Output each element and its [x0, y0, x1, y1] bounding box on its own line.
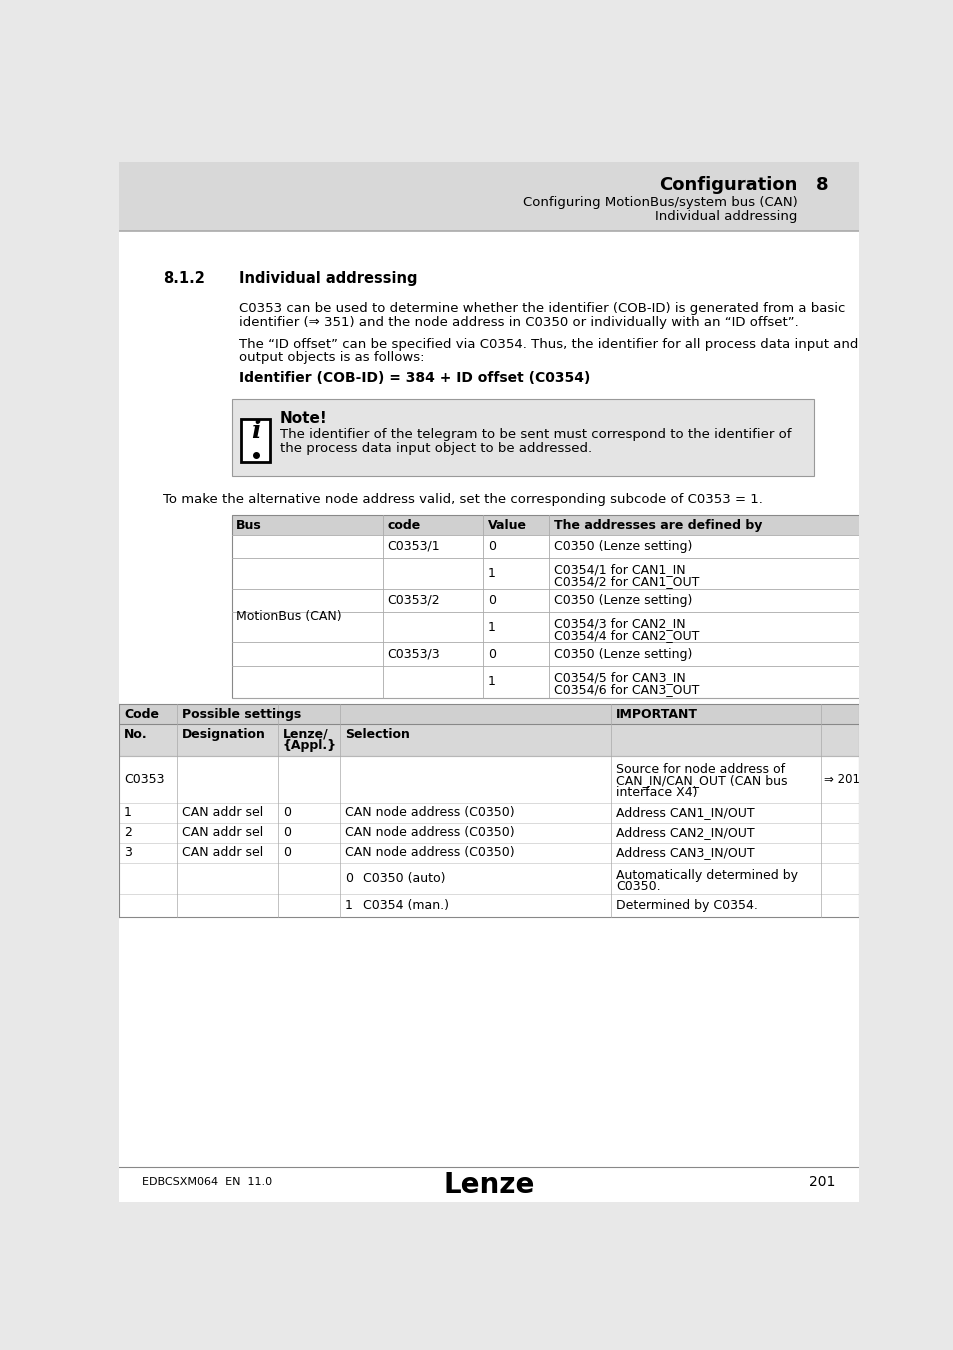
Text: 1: 1: [488, 567, 496, 579]
Text: C0354/2 for CAN1_OUT: C0354/2 for CAN1_OUT: [554, 575, 699, 589]
Text: CAN addr sel: CAN addr sel: [182, 806, 263, 819]
Text: CAN addr sel: CAN addr sel: [182, 826, 263, 840]
Text: C0350 (auto): C0350 (auto): [363, 872, 445, 884]
Text: Note!: Note!: [279, 410, 327, 425]
Text: No.: No.: [124, 728, 148, 741]
Text: Address CAN3_IN/OUT: Address CAN3_IN/OUT: [616, 846, 754, 859]
Bar: [232, 514, 919, 698]
Text: The addresses are defined by: The addresses are defined by: [554, 518, 761, 532]
Text: C0354 (man.): C0354 (man.): [363, 899, 449, 911]
Text: Possible settings: Possible settings: [182, 707, 301, 721]
Text: C0354/4 for CAN2_OUT: C0354/4 for CAN2_OUT: [554, 629, 699, 643]
Text: Individual addressing: Individual addressing: [655, 209, 797, 223]
Text: C0354/3 for CAN2_IN: C0354/3 for CAN2_IN: [554, 617, 685, 630]
Text: CAN_IN/CAN_OUT (CAN bus: CAN_IN/CAN_OUT (CAN bus: [616, 774, 786, 787]
Text: Selection: Selection: [344, 728, 409, 741]
Text: Lenze: Lenze: [443, 1170, 534, 1199]
Bar: [119, 724, 858, 756]
Text: C0350.: C0350.: [616, 880, 660, 894]
Text: C0354/1 for CAN1_IN: C0354/1 for CAN1_IN: [554, 563, 685, 576]
Text: 1: 1: [488, 621, 496, 633]
Text: C0350 (Lenze setting): C0350 (Lenze setting): [554, 540, 692, 552]
Text: the process data input object to be addressed.: the process data input object to be addr…: [279, 443, 591, 455]
Text: code: code: [387, 518, 420, 532]
Text: CAN node address (C0350): CAN node address (C0350): [344, 826, 514, 840]
Text: output objects is as follows:: output objects is as follows:: [239, 351, 424, 364]
Bar: [119, 705, 858, 724]
Bar: [119, 162, 858, 231]
Text: Lenze/: Lenze/: [282, 728, 328, 741]
Text: 3: 3: [124, 846, 132, 859]
Text: Determined by C0354.: Determined by C0354.: [616, 899, 757, 911]
Text: Code: Code: [124, 707, 159, 721]
Text: C0353: C0353: [124, 774, 164, 786]
Text: IMPORTANT: IMPORTANT: [616, 707, 698, 721]
Text: 0: 0: [282, 846, 291, 859]
Text: 0: 0: [488, 648, 496, 660]
Text: Individual addressing: Individual addressing: [239, 271, 417, 286]
Text: Configuration: Configuration: [659, 176, 797, 194]
Text: {Appl.}: {Appl.}: [282, 738, 336, 752]
Text: i: i: [251, 420, 260, 443]
Text: CAN node address (C0350): CAN node address (C0350): [344, 806, 514, 819]
Text: Address CAN1_IN/OUT: Address CAN1_IN/OUT: [616, 806, 754, 819]
Text: ⇒ 201: ⇒ 201: [822, 774, 859, 786]
Bar: [232, 400, 814, 477]
Text: 1: 1: [124, 806, 132, 819]
Text: Value: Value: [488, 518, 527, 532]
Text: C0354/6 for CAN3_OUT: C0354/6 for CAN3_OUT: [554, 683, 699, 697]
Text: 0: 0: [488, 540, 496, 552]
Text: 2: 2: [124, 826, 132, 840]
Text: C0353/3: C0353/3: [387, 648, 439, 660]
Text: C0350 (Lenze setting): C0350 (Lenze setting): [554, 648, 692, 660]
Text: C0353/2: C0353/2: [387, 594, 439, 606]
Text: 1: 1: [344, 899, 353, 911]
Text: C0350 (Lenze setting): C0350 (Lenze setting): [554, 594, 692, 606]
Text: Configuring MotionBus/system bus (CAN): Configuring MotionBus/system bus (CAN): [522, 196, 797, 209]
Text: C0353 can be used to determine whether the identifier (COB-ID) is generated from: C0353 can be used to determine whether t…: [239, 302, 845, 315]
Text: C0354/5 for CAN3_IN: C0354/5 for CAN3_IN: [554, 671, 685, 684]
Text: identifier (⇒ 351) and the node address in C0350 or individually with an “ID off: identifier (⇒ 351) and the node address …: [239, 316, 799, 329]
Text: To make the alternative node address valid, set the corresponding subcode of C03: To make the alternative node address val…: [163, 493, 762, 506]
Text: Identifier (COB-ID) = 384 + ID offset (C0354): Identifier (COB-ID) = 384 + ID offset (C…: [239, 371, 590, 386]
Text: 0: 0: [488, 594, 496, 606]
Text: Bus: Bus: [236, 518, 262, 532]
Text: 8.1.2: 8.1.2: [163, 271, 205, 286]
Text: The “ID offset” can be specified via C0354. Thus, the identifier for all process: The “ID offset” can be specified via C03…: [239, 338, 858, 351]
Text: 0: 0: [282, 826, 291, 840]
Text: CAN node address (C0350): CAN node address (C0350): [344, 846, 514, 859]
Text: Automatically determined by: Automatically determined by: [616, 869, 798, 882]
Text: Designation: Designation: [182, 728, 266, 741]
Text: 1: 1: [488, 675, 496, 688]
Text: Address CAN2_IN/OUT: Address CAN2_IN/OUT: [616, 826, 754, 840]
Text: EDBCSXM064  EN  11.0: EDBCSXM064 EN 11.0: [142, 1177, 273, 1187]
Text: The identifier of the telegram to be sent must correspond to the identifier of: The identifier of the telegram to be sen…: [279, 428, 790, 441]
Text: 0: 0: [282, 806, 291, 819]
Bar: [241, 420, 270, 462]
Text: CAN addr sel: CAN addr sel: [182, 846, 263, 859]
Text: C0353/1: C0353/1: [387, 540, 439, 552]
Text: 0: 0: [344, 872, 353, 884]
Text: interface X4): interface X4): [616, 786, 697, 799]
Text: Source for node address of: Source for node address of: [616, 763, 784, 776]
Bar: [232, 514, 919, 535]
Text: MotionBus (CAN): MotionBus (CAN): [236, 610, 341, 622]
Text: 201: 201: [808, 1176, 835, 1189]
Text: 8: 8: [815, 176, 827, 194]
